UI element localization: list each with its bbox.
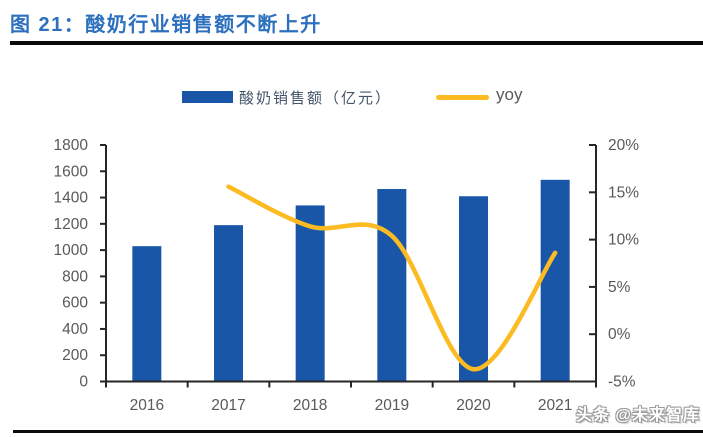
figure-title: 图 21：酸奶行业销售额不断上升 bbox=[10, 14, 322, 36]
x-category-label: 2017 bbox=[211, 397, 245, 414]
bar-2019 bbox=[377, 189, 407, 382]
left-tick-label: 1200 bbox=[54, 216, 89, 233]
left-tick-label: 1000 bbox=[54, 242, 89, 259]
yoy-line bbox=[226, 184, 558, 372]
bar-2017 bbox=[214, 225, 243, 382]
left-tick-label: 400 bbox=[62, 321, 88, 338]
x-category-label: 2016 bbox=[130, 397, 164, 414]
bar-legend-swatch bbox=[182, 91, 233, 103]
x-category-label: 2019 bbox=[375, 397, 409, 414]
x-category-label: 2018 bbox=[293, 397, 327, 414]
left-tick-label: 1600 bbox=[54, 163, 89, 180]
bar-2016 bbox=[132, 246, 162, 382]
bar-2021 bbox=[540, 179, 570, 382]
watermark: 头条 @未来智库 bbox=[575, 407, 700, 424]
left-tick-label: 1800 bbox=[54, 137, 89, 154]
left-tick-label: 200 bbox=[62, 347, 88, 364]
x-category-label: 2020 bbox=[456, 397, 491, 414]
right-tick-label: 10% bbox=[608, 232, 639, 249]
right-tick-label: 20% bbox=[608, 137, 639, 154]
bar-2018 bbox=[295, 205, 325, 382]
right-tick-label: 15% bbox=[608, 184, 639, 201]
title-underline bbox=[10, 41, 703, 45]
right-tick-label: -5% bbox=[608, 374, 636, 391]
bar-2020 bbox=[459, 196, 488, 382]
left-tick-label: 1400 bbox=[54, 190, 89, 207]
x-category-label: 2021 bbox=[538, 397, 572, 414]
left-tick-label: 800 bbox=[62, 268, 88, 285]
line-legend-swatch bbox=[436, 95, 489, 100]
line-legend-label: yoy bbox=[496, 85, 523, 104]
right-tick-label: 5% bbox=[608, 279, 631, 296]
left-tick-label: 0 bbox=[79, 374, 88, 391]
bottom-rule bbox=[13, 430, 703, 433]
bar-legend-label: 酸奶销售额（亿元） bbox=[239, 90, 393, 107]
right-tick-label: 0% bbox=[608, 326, 631, 343]
left-tick-label: 600 bbox=[62, 295, 88, 312]
